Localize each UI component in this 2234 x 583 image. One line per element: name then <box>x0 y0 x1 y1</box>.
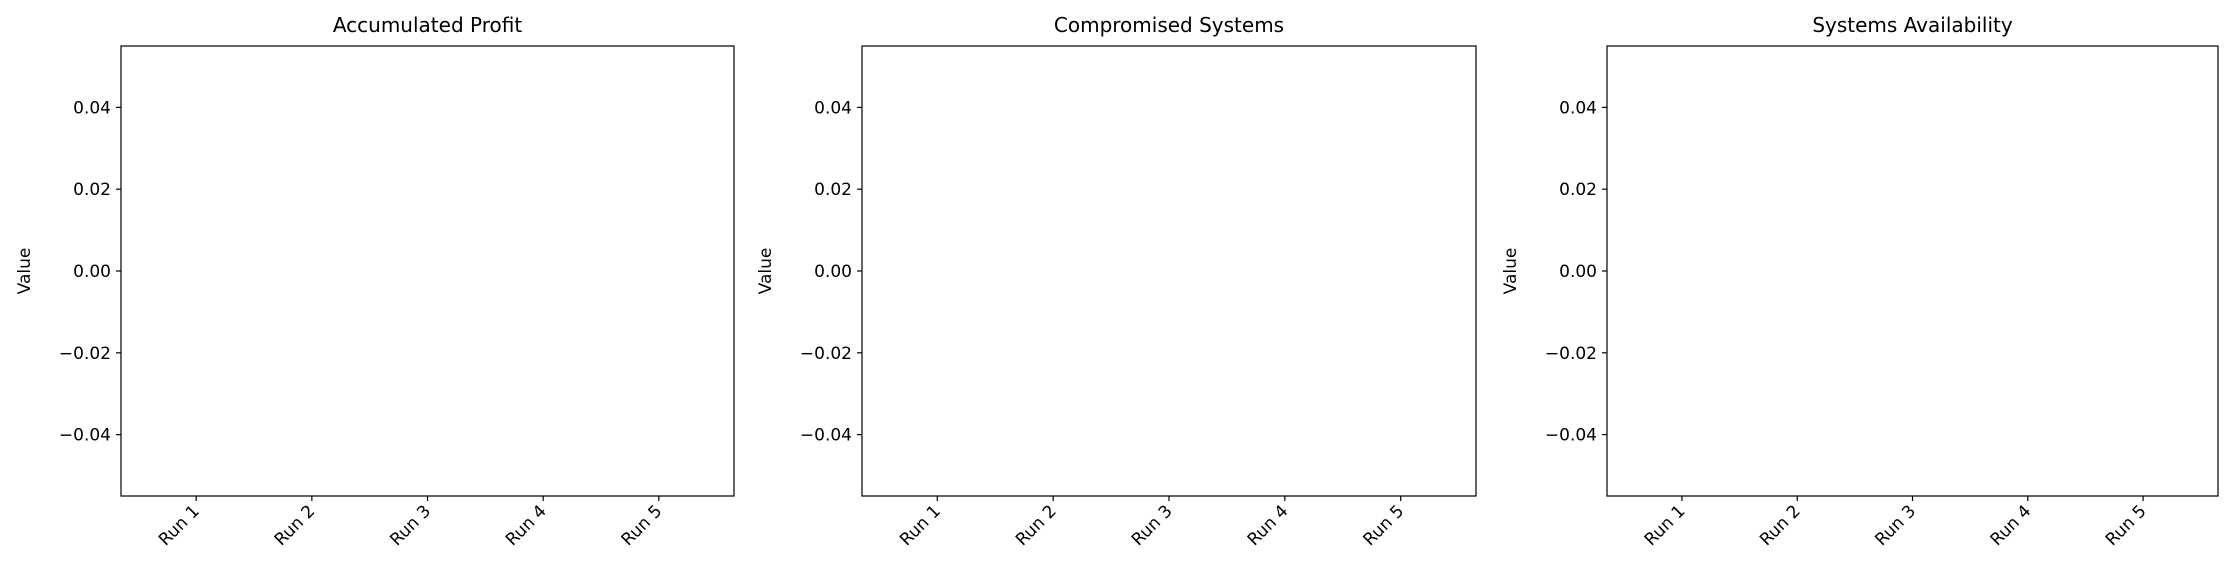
x-tick-label: Run 4 <box>1987 501 2036 550</box>
chart-title: Systems Availability <box>1812 13 2013 37</box>
x-tick-label: Run 5 <box>2102 501 2151 550</box>
plot-frame <box>120 45 735 497</box>
subplot: Systems Availability Value −0.04 −0.02 0.00 0… <box>1501 13 2219 550</box>
y-tick-label: −0.04 <box>59 426 111 446</box>
x-tick-label: Run 3 <box>1871 501 1920 550</box>
subplot: Accumulated Profit Value −0.04 −0.02 0.00 0.0… <box>15 13 735 550</box>
x-tick-label: Run 5 <box>1360 501 1409 550</box>
y-tick-label: 0.00 <box>73 262 111 282</box>
y-tick-label: 0.04 <box>1559 98 1597 118</box>
y-tick-label: −0.04 <box>1545 426 1597 446</box>
x-tick-label: Run 3 <box>386 501 435 550</box>
y-axis-label: Value <box>1501 248 1521 295</box>
x-tick-label: Run 4 <box>1244 501 1293 550</box>
x-tick-label: Run 2 <box>1012 501 1061 550</box>
y-tick-label: −0.02 <box>59 344 111 364</box>
y-tick-label: 0.00 <box>814 262 852 282</box>
y-tick-label: 0.02 <box>814 180 852 200</box>
y-tick-label: 0.02 <box>1559 180 1597 200</box>
x-tick-label: Run 1 <box>896 501 945 550</box>
x-tick-label: Run 4 <box>502 501 551 550</box>
y-tick-label: −0.02 <box>800 344 852 364</box>
y-axis-label: Value <box>756 248 776 295</box>
y-tick-label: −0.04 <box>800 426 852 446</box>
x-tick-label: Run 1 <box>1641 501 1690 550</box>
x-tick-label: Run 2 <box>1756 501 1805 550</box>
x-tick-label: Run 2 <box>271 501 320 550</box>
x-tick-label: Run 3 <box>1128 501 1177 550</box>
y-tick-label: 0.04 <box>73 98 111 118</box>
chart-title: Accumulated Profit <box>333 13 522 37</box>
plot-frame <box>861 45 1477 497</box>
x-tick-label: Run 5 <box>618 501 667 550</box>
y-axis-label: Value <box>15 248 35 295</box>
y-tick-label: −0.02 <box>1545 344 1597 364</box>
y-tick-label: 0.02 <box>73 180 111 200</box>
chart-title: Compromised Systems <box>1054 13 1284 37</box>
y-tick-label: 0.04 <box>814 98 852 118</box>
x-tick-label: Run 1 <box>155 501 204 550</box>
y-tick-label: 0.00 <box>1559 262 1597 282</box>
subplot: Compromised Systems Value −0.04 −0.02 0.00 0.… <box>756 13 1477 550</box>
plot-frame <box>1606 45 2219 497</box>
